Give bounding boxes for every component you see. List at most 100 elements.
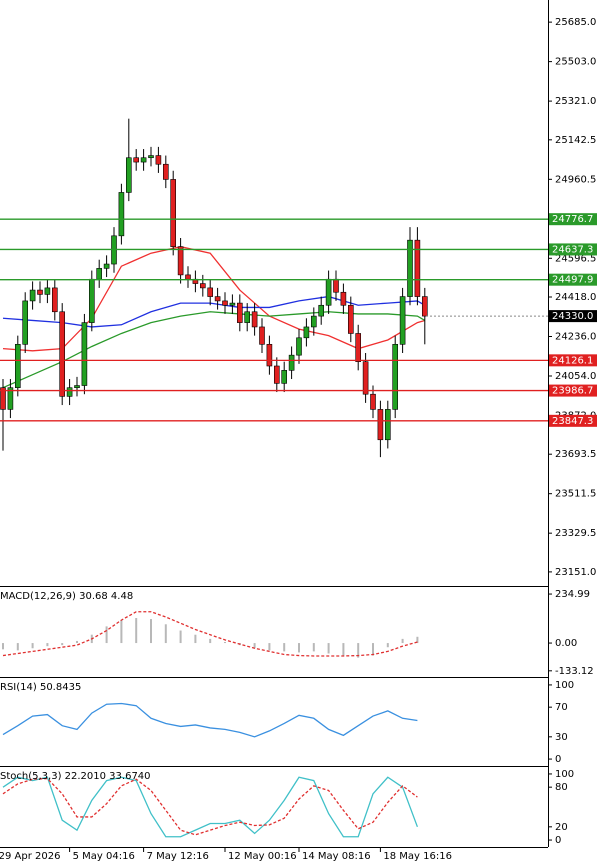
current-price-bg: [549, 310, 597, 323]
candle-body: [15, 344, 21, 389]
candle-body: [200, 283, 206, 289]
histogram-bar: [224, 642, 226, 644]
candle-body: [281, 370, 288, 384]
candle-body: [140, 157, 147, 163]
histogram-bar: [298, 643, 300, 653]
y-tick-label: 100: [555, 680, 574, 691]
candle-body: [44, 287, 51, 295]
indicator-line: [2, 702, 418, 738]
candle-body: [66, 387, 73, 397]
histogram-bar: [150, 619, 152, 644]
candle-body: [118, 192, 125, 237]
y-tick-label: 25685.0: [555, 17, 596, 28]
y-tick-label: 100: [555, 769, 574, 780]
histogram-bar: [120, 620, 123, 644]
candle-body: [244, 311, 250, 323]
candle-body: [333, 278, 339, 293]
level-label: 23986.7: [552, 386, 593, 397]
candle-body: [37, 289, 43, 295]
candle-body: [81, 322, 88, 386]
level-label: 23847.3: [552, 416, 593, 427]
candle-body: [325, 278, 332, 306]
histogram-bar: [105, 626, 108, 644]
x-tick-label: 14 May 08:16: [302, 851, 371, 862]
y-tick-label: 24054.0: [555, 371, 596, 382]
histogram-bar: [342, 643, 345, 656]
indicator-line: [2, 246, 425, 352]
candle-body: [266, 344, 273, 367]
y-tick-label: 24418.0: [555, 292, 596, 303]
candle-body: [163, 163, 169, 180]
y-tick-label: 0.00: [555, 638, 577, 649]
histogram-bar: [283, 643, 286, 652]
candle-body: [126, 157, 132, 193]
y-tick-label: 234.99: [555, 589, 590, 600]
x-tick-label: 5 May 04:16: [73, 851, 135, 862]
level-label-bg: [549, 414, 597, 427]
candle-body: [59, 311, 66, 397]
candle-body: [89, 278, 95, 323]
indicator-line: [2, 777, 418, 836]
candle-body: [214, 296, 221, 302]
x-tick-label: 29 Apr 2026: [0, 851, 60, 862]
candle-body: [207, 287, 213, 297]
histogram-bar: [209, 638, 212, 644]
y-tick-label: -133.12: [555, 666, 594, 677]
level-label: 24497.9: [552, 275, 593, 286]
x-tick-label: 18 May 16:16: [383, 851, 452, 862]
candle-body: [340, 291, 347, 306]
candle-body: [296, 337, 302, 356]
histogram-bar: [401, 638, 404, 644]
candle-body: [148, 155, 154, 159]
panel-title: Stoch(5,3,3) 22.2010 33.6740: [0, 771, 151, 782]
histogram-bar: [194, 634, 197, 644]
candle-body: [377, 409, 384, 441]
candle-body: [310, 315, 317, 328]
level-label-bg: [549, 243, 597, 256]
histogram-bar: [386, 643, 389, 648]
indicator-line: [2, 611, 418, 657]
panel-title: RSI(14) 50.8435: [0, 682, 81, 693]
histogram-bar: [312, 643, 315, 652]
candle-body: [399, 296, 406, 345]
candle-body: [318, 304, 325, 317]
y-tick-label: 24960.5: [555, 174, 596, 185]
y-tick-label: 24236.0: [555, 331, 596, 342]
histogram-bar: [135, 618, 138, 644]
histogram-bar: [76, 640, 78, 644]
candle-body: [421, 296, 428, 317]
y-tick-label: 0: [555, 835, 561, 846]
y-tick-label: 70: [555, 702, 568, 713]
histogram-bar: [327, 643, 330, 654]
candle-body: [170, 179, 176, 247]
histogram-bar: [372, 643, 374, 656]
level-label-bg: [549, 273, 597, 286]
candle-body: [74, 385, 80, 389]
y-tick-label: 0: [555, 754, 561, 765]
level-label: 24776.7: [552, 214, 593, 225]
histogram-bar: [268, 643, 271, 651]
level-label: 24126.1: [552, 355, 593, 366]
candle-body: [251, 311, 258, 328]
x-tick-label: 12 May 00:16: [228, 851, 297, 862]
y-tick-label: 24596.5: [555, 253, 596, 264]
candle-body: [177, 246, 184, 276]
candle-body: [237, 302, 243, 323]
candle-body: [384, 409, 391, 441]
candle-body: [259, 326, 265, 345]
panel-title: MACD(12,26,9) 30.68 4.48: [0, 591, 133, 602]
candle-body: [362, 361, 369, 395]
y-tick-label: 25503.0: [555, 57, 596, 68]
candle-body: [51, 287, 58, 313]
histogram-bar: [16, 643, 19, 651]
candle-body: [273, 365, 280, 384]
x-tick-label: 7 May 12:16: [147, 851, 209, 862]
indicator-line: [2, 776, 419, 838]
histogram-bar: [46, 643, 49, 647]
candle-body: [392, 344, 399, 410]
histogram-bar: [61, 643, 64, 646]
candle-body: [22, 300, 29, 345]
current-price-label: 24330.0: [552, 311, 593, 322]
